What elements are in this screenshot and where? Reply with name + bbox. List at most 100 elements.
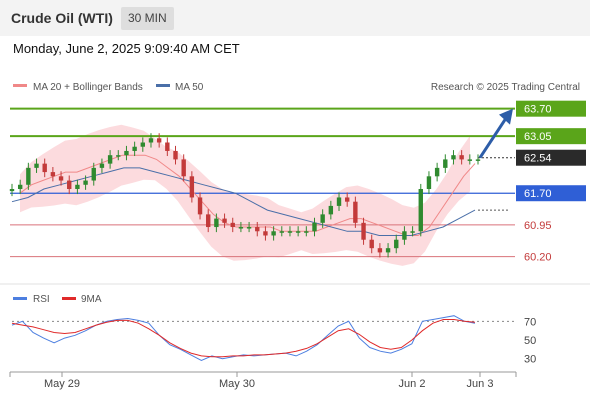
legend-swatch-rsi bbox=[13, 297, 27, 300]
candle-body bbox=[173, 150, 178, 160]
resistance-label: 63.70 bbox=[524, 104, 552, 116]
candle-body bbox=[459, 155, 464, 160]
candle-body bbox=[75, 184, 80, 189]
x-tick-label: May 30 bbox=[219, 378, 255, 390]
candle-body bbox=[246, 227, 252, 229]
candle-body bbox=[124, 150, 129, 156]
bollinger-bands bbox=[20, 124, 470, 266]
candle-body bbox=[402, 231, 407, 240]
x-tick-label: Jun 3 bbox=[467, 378, 494, 390]
rsi-ma-line bbox=[11, 319, 476, 358]
candle-body bbox=[206, 214, 211, 228]
candle-body bbox=[336, 197, 342, 206]
timeframe-badge[interactable]: 30 MIN bbox=[121, 7, 174, 30]
candle-body bbox=[385, 248, 391, 253]
candle-body bbox=[9, 189, 15, 192]
candle-body bbox=[197, 197, 203, 215]
candle-body bbox=[255, 227, 260, 232]
candle-body bbox=[132, 146, 137, 151]
target-arrow bbox=[478, 108, 513, 159]
x-tick-label: May 29 bbox=[44, 378, 80, 390]
candle-body bbox=[140, 142, 146, 147]
candle-body bbox=[222, 218, 227, 223]
candle-body bbox=[369, 239, 374, 249]
legend-ma50: MA 50 bbox=[175, 82, 204, 93]
legend-swatch-ma50 bbox=[156, 84, 170, 87]
last-price-tag bbox=[516, 149, 586, 166]
pivot-tag bbox=[516, 185, 586, 202]
x-axis: May 29 May 30 Jun 2 Jun 3 bbox=[9, 371, 517, 390]
candle-body bbox=[377, 248, 383, 253]
legend-rsi: RSI bbox=[33, 294, 50, 305]
source-credit: Research © 2025 Trading Central bbox=[431, 82, 580, 93]
ma50-line bbox=[11, 167, 476, 236]
legend-swatch-rsi-ma bbox=[62, 297, 76, 300]
rsi-tick-label: 70 bbox=[524, 316, 536, 328]
level-tags: 63.70 63.05 62.54 61.70 60.95 60.20 bbox=[516, 100, 586, 264]
resistance-tag bbox=[516, 100, 586, 117]
legend-ma20: MA 20 + Bollinger Bands bbox=[33, 82, 143, 93]
resistance-label: 63.05 bbox=[524, 131, 552, 143]
candle-body bbox=[230, 222, 235, 228]
candle-body bbox=[475, 159, 481, 161]
candle-body bbox=[328, 205, 334, 215]
candle-body bbox=[34, 163, 39, 168]
candle-body bbox=[295, 231, 301, 233]
resistance-tag bbox=[516, 128, 586, 145]
candle-body bbox=[271, 231, 276, 236]
candle-body bbox=[83, 180, 88, 185]
ma20-line bbox=[19, 154, 476, 236]
candle-body bbox=[320, 214, 325, 223]
candle-body bbox=[353, 201, 358, 223]
candle-body bbox=[17, 184, 23, 189]
candle-body bbox=[67, 180, 72, 189]
candle-body bbox=[156, 138, 162, 143]
candle-body bbox=[361, 222, 366, 240]
target-arrow-shaft bbox=[478, 115, 509, 159]
rsi-panel: 70 50 30 bbox=[11, 315, 536, 366]
candle-body bbox=[287, 231, 293, 233]
timestamp: Monday, June 2, 2025 9:09:40 AM CET bbox=[13, 41, 240, 56]
candle-body bbox=[418, 189, 423, 232]
candle-body bbox=[116, 155, 121, 157]
candle-body bbox=[26, 167, 31, 185]
support-label: 60.95 bbox=[524, 220, 552, 232]
candle-body bbox=[99, 163, 105, 168]
candle-body bbox=[312, 222, 317, 232]
candle-body bbox=[279, 231, 284, 233]
candle-body bbox=[91, 167, 96, 181]
x-tick-label: Jun 2 bbox=[399, 378, 426, 390]
candle-body bbox=[214, 218, 219, 228]
legend-rsi-ma: 9MA bbox=[81, 294, 102, 305]
candle-body bbox=[58, 176, 64, 181]
chart-header: Crude Oil (WTI) 30 MIN bbox=[0, 0, 590, 36]
candle-body bbox=[434, 167, 440, 177]
candle-body bbox=[42, 163, 47, 173]
candle-body bbox=[107, 155, 113, 164]
bollinger-band-fill bbox=[20, 124, 470, 266]
candle-body bbox=[50, 172, 56, 177]
candle-body bbox=[304, 231, 309, 233]
candle-body bbox=[426, 176, 432, 189]
candle-body bbox=[165, 142, 170, 151]
rsi-tick-label: 30 bbox=[524, 354, 536, 366]
candle-body bbox=[344, 197, 350, 202]
candle-body bbox=[189, 176, 195, 198]
legend-swatch-ma20 bbox=[13, 84, 27, 87]
candle-body bbox=[181, 159, 186, 177]
rsi-line bbox=[11, 315, 476, 362]
candle-body bbox=[148, 138, 154, 143]
instrument-title: Crude Oil (WTI) bbox=[11, 10, 113, 26]
rsi-tick-label: 50 bbox=[524, 335, 536, 347]
pivot-label: 61.70 bbox=[524, 188, 552, 200]
support-label: 60.20 bbox=[524, 252, 552, 264]
candle-body bbox=[410, 231, 415, 233]
candle-body bbox=[263, 231, 268, 236]
last-price-label: 62.54 bbox=[524, 153, 552, 165]
price-candles bbox=[9, 133, 481, 258]
moving-averages bbox=[11, 154, 476, 236]
candle-body bbox=[467, 159, 473, 161]
target-arrow-head bbox=[499, 108, 513, 125]
candle-body bbox=[451, 155, 456, 160]
